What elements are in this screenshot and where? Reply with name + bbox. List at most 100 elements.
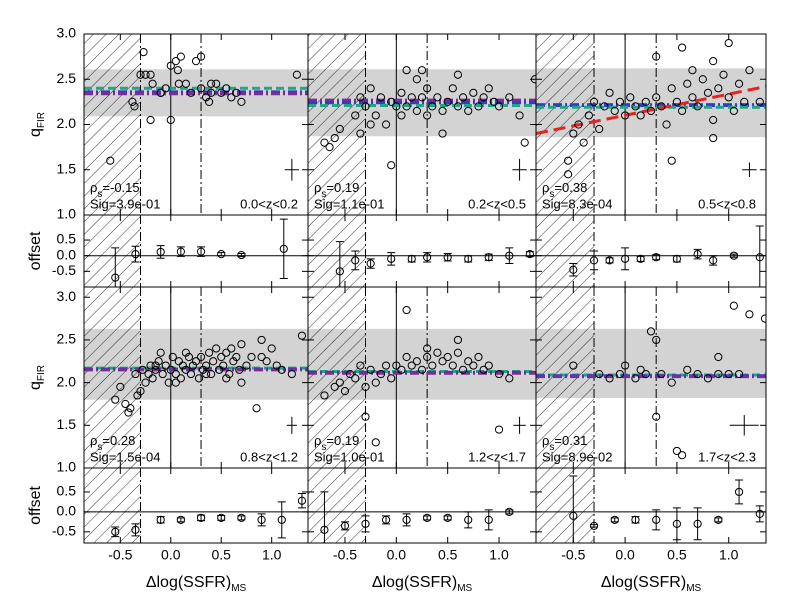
data-point bbox=[693, 369, 702, 379]
x-axis-title: Δlog(SSFR)MS bbox=[601, 574, 702, 594]
data-point bbox=[335, 124, 344, 134]
data-point bbox=[136, 387, 145, 396]
data-point bbox=[600, 102, 609, 111]
y-axis-title-part: FIR bbox=[36, 365, 47, 381]
data-point bbox=[222, 348, 231, 357]
panel bbox=[308, 468, 536, 543]
y-tick-label: 0.5 bbox=[57, 231, 77, 247]
data-point bbox=[724, 93, 733, 102]
data-point bbox=[569, 361, 578, 370]
data-point bbox=[423, 344, 432, 353]
data-point bbox=[171, 378, 180, 387]
error-bar bbox=[351, 250, 360, 271]
data-point bbox=[438, 129, 447, 138]
data-point bbox=[412, 75, 421, 84]
data-point bbox=[232, 88, 241, 97]
data-point bbox=[564, 170, 573, 179]
panel bbox=[84, 287, 308, 468]
data-point bbox=[128, 97, 137, 106]
data-point bbox=[620, 111, 630, 120]
y-axis-title-part: offset bbox=[27, 486, 44, 525]
data-point bbox=[366, 259, 375, 268]
x-tick-label: 0.5 bbox=[438, 547, 458, 563]
data-point bbox=[366, 84, 375, 93]
data-point bbox=[292, 70, 302, 79]
x-axis-title-part: Δlog(SSFR) bbox=[146, 574, 231, 591]
data-point bbox=[176, 52, 185, 61]
rho-label-part: s bbox=[97, 442, 102, 453]
panel bbox=[536, 215, 766, 287]
data-point bbox=[589, 256, 599, 265]
data-point bbox=[186, 88, 196, 97]
data-point bbox=[589, 521, 599, 530]
data-point bbox=[176, 515, 185, 524]
data-point bbox=[453, 70, 463, 79]
error-bar bbox=[361, 515, 370, 533]
data-point bbox=[615, 369, 625, 379]
data-point bbox=[242, 361, 251, 370]
data-point bbox=[484, 515, 493, 524]
data-point bbox=[217, 352, 226, 362]
data-point bbox=[340, 521, 350, 530]
data-point bbox=[138, 365, 147, 374]
data-point bbox=[569, 129, 578, 138]
data-point bbox=[397, 111, 406, 120]
redshift-label: 0.5<z<0.8 bbox=[698, 196, 756, 211]
data-point bbox=[709, 57, 718, 66]
rho-label: ρs=0.31 bbox=[542, 433, 587, 453]
rho-label-part: ρ bbox=[90, 433, 97, 448]
data-point bbox=[151, 361, 160, 370]
x-axis-title-part: MS bbox=[686, 583, 701, 594]
data-point bbox=[166, 365, 175, 374]
error-bar bbox=[387, 252, 396, 266]
data-point bbox=[161, 84, 170, 93]
data-point bbox=[683, 79, 692, 88]
data-point bbox=[464, 515, 473, 524]
data-point bbox=[191, 57, 201, 66]
data-point bbox=[124, 408, 133, 417]
y-axis-title: offset bbox=[27, 486, 44, 525]
significance-label: Sig=1.1e-01 bbox=[314, 196, 384, 211]
data-point bbox=[387, 161, 396, 170]
data-point bbox=[693, 519, 702, 528]
data-point bbox=[131, 369, 140, 379]
data-point bbox=[672, 446, 682, 456]
data-point bbox=[693, 250, 702, 259]
y-tick-label: 1.0 bbox=[57, 459, 77, 475]
data-point bbox=[148, 374, 157, 383]
hatch-region bbox=[536, 34, 595, 215]
error-bar bbox=[505, 247, 514, 265]
data-point bbox=[474, 102, 483, 111]
data-point bbox=[636, 365, 645, 374]
data-point bbox=[381, 361, 391, 370]
data-point bbox=[453, 348, 463, 357]
error-bar bbox=[652, 509, 661, 531]
error-bar bbox=[277, 501, 286, 539]
panel-frame bbox=[535, 467, 767, 544]
data-point bbox=[217, 88, 226, 97]
panel bbox=[84, 215, 308, 287]
data-point bbox=[407, 254, 416, 263]
error-bar bbox=[257, 513, 266, 527]
data-point bbox=[279, 244, 288, 253]
data-point bbox=[340, 387, 350, 396]
data-point bbox=[724, 38, 733, 48]
error-bar bbox=[755, 225, 764, 287]
data-point bbox=[176, 247, 185, 256]
significance-label: Sig=1.0e-01 bbox=[314, 449, 384, 464]
data-point bbox=[237, 513, 246, 522]
data-point bbox=[464, 254, 473, 263]
rho-label-part: ρ bbox=[314, 180, 321, 195]
data-point bbox=[106, 156, 115, 165]
data-point bbox=[277, 365, 286, 374]
panel bbox=[308, 34, 536, 215]
x-axis-title-part: MS bbox=[231, 583, 246, 594]
error-bar bbox=[755, 505, 764, 523]
x-tick-label: 1.0 bbox=[719, 547, 739, 563]
data-point bbox=[683, 365, 692, 374]
data-point bbox=[709, 256, 718, 265]
data-point bbox=[646, 106, 656, 116]
data-point bbox=[458, 93, 468, 102]
data-point bbox=[237, 250, 246, 260]
error-bar bbox=[590, 250, 599, 271]
